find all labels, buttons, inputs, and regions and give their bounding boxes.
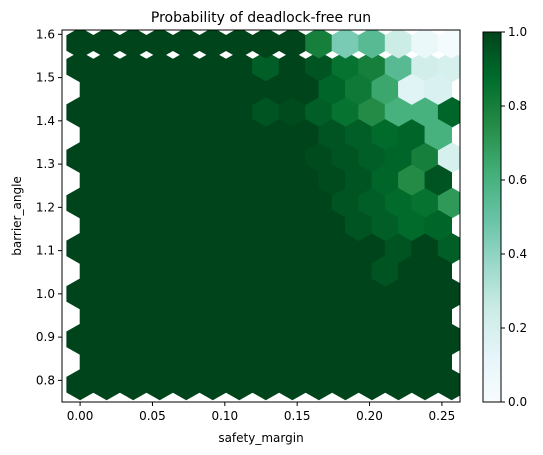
y-tick-label: 1.2 bbox=[36, 200, 55, 214]
plot-frame bbox=[61, 29, 461, 403]
x-axis-label: safety_margin bbox=[218, 431, 303, 445]
colorbar-frame bbox=[482, 31, 502, 403]
x-tick-label: 0.10 bbox=[211, 409, 238, 423]
y-tick-label: 1.3 bbox=[36, 157, 55, 171]
hexbin-cell bbox=[424, 73, 453, 105]
hexbin-cell bbox=[172, 30, 200, 59]
y-tick-label: 1.0 bbox=[36, 287, 55, 301]
hexbin-cell bbox=[424, 300, 453, 332]
x-tick-label: 0.15 bbox=[284, 409, 311, 423]
hexbin-cell bbox=[424, 255, 453, 287]
hexbin-cell bbox=[437, 30, 460, 59]
hexbin-cell bbox=[411, 30, 439, 59]
hexbin-cell bbox=[424, 346, 453, 378]
x-axis: 0.00 0.05 0.10 0.15 0.20 0.25 bbox=[67, 402, 456, 423]
hexbin-cell bbox=[252, 30, 280, 59]
hexbin-cell bbox=[358, 30, 386, 59]
hexbin-cells bbox=[66, 30, 460, 401]
hexbin-cell bbox=[424, 164, 453, 196]
x-tick-label: 0.05 bbox=[139, 409, 166, 423]
hexbin-cell bbox=[424, 119, 453, 151]
colorbar bbox=[483, 32, 501, 402]
hexbin-cell bbox=[305, 30, 333, 59]
colorbar-tick-label: 0.0 bbox=[508, 395, 527, 409]
hexbin-cell bbox=[119, 30, 147, 59]
hexbin-cell bbox=[331, 30, 360, 59]
hexbin-cell bbox=[199, 30, 227, 59]
hexbin-cell bbox=[424, 209, 453, 242]
colorbar-tick-label: 0.2 bbox=[508, 321, 527, 335]
x-tick-label: 0.20 bbox=[356, 409, 383, 423]
y-axis: 0.8 0.9 1.0 1.1 1.2 1.3 1.4 1.5 1.6 bbox=[36, 27, 62, 387]
colorbar-tick-label: 0.4 bbox=[508, 247, 527, 261]
hexbin-cell bbox=[92, 30, 121, 59]
hexbin-cell bbox=[146, 30, 174, 59]
y-tick-label: 0.8 bbox=[36, 373, 55, 387]
colorbar-tick-label: 0.8 bbox=[508, 99, 527, 113]
x-tick-label: 0.00 bbox=[67, 409, 94, 423]
hexbin-cell bbox=[66, 30, 94, 59]
hexbin-cell bbox=[384, 30, 413, 59]
y-axis-label: barrier_angle bbox=[10, 176, 24, 256]
y-tick-label: 1.6 bbox=[36, 27, 55, 41]
y-tick-label: 1.5 bbox=[36, 71, 55, 85]
hexbin-cell bbox=[278, 30, 307, 59]
y-tick-label: 1.1 bbox=[36, 244, 55, 258]
y-tick-label: 1.4 bbox=[36, 114, 55, 128]
chart-title: Probability of deadlock-free run bbox=[151, 10, 371, 26]
x-tick-label: 0.25 bbox=[429, 409, 456, 423]
colorbar-tick-label: 1.0 bbox=[508, 25, 527, 39]
y-tick-label: 0.9 bbox=[36, 330, 55, 344]
hexbin-cell bbox=[225, 30, 253, 59]
colorbar-tick-label: 0.6 bbox=[508, 173, 527, 187]
colorbar-axis: 0.0 0.2 0.4 0.6 0.8 1.0 bbox=[501, 25, 527, 409]
